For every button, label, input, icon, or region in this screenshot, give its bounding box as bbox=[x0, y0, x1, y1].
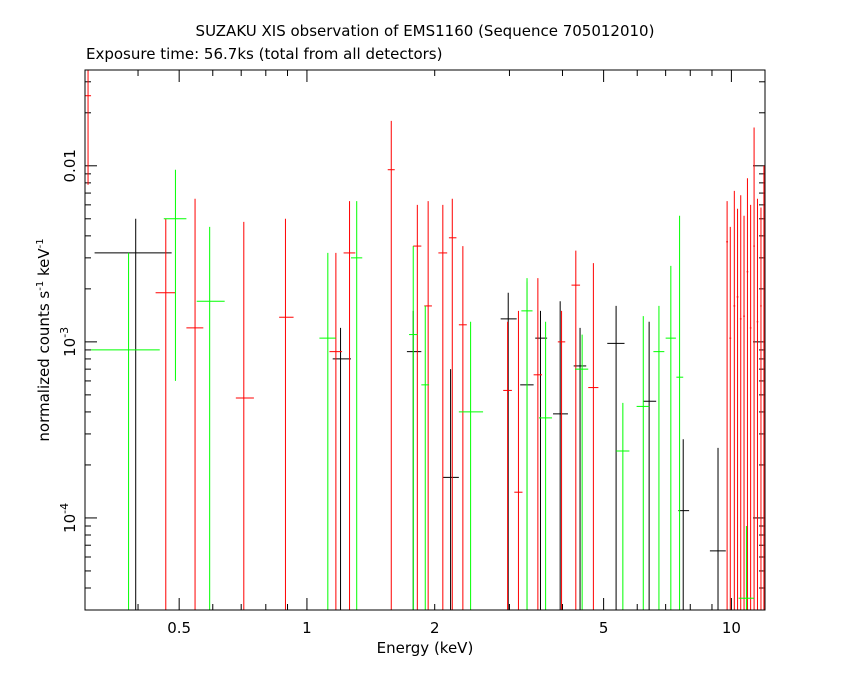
plot-frame bbox=[84, 69, 766, 611]
chart-subtitle: Exposure time: 56.7ks (total from all de… bbox=[86, 45, 443, 63]
x-tick-label: 2 bbox=[430, 619, 440, 637]
y-axis-label-part: normalized counts s bbox=[35, 290, 53, 442]
y-axis-label-exponent: -1 bbox=[35, 280, 46, 291]
y-axis-label-exponent: -1 bbox=[35, 238, 46, 249]
y-tick-label: 10-4 bbox=[58, 503, 79, 533]
axis-ticks bbox=[84, 70, 765, 611]
x-tick-label: 5 bbox=[599, 619, 609, 637]
chart-title: SUZAKU XIS observation of EMS1160 (Seque… bbox=[195, 22, 655, 40]
y-tick-label: 0.01 bbox=[61, 149, 79, 182]
y-axis-label-part: keV bbox=[35, 248, 53, 281]
y-axis-label: normalized counts s-1 keV-1 bbox=[35, 238, 53, 441]
x-tick-label: 0.5 bbox=[167, 619, 191, 637]
series-0 bbox=[94, 218, 726, 610]
y-tick-label: 10-3 bbox=[58, 327, 79, 357]
data-series bbox=[85, 70, 765, 610]
x-tick-label: 1 bbox=[302, 619, 312, 637]
x-tick-label: 10 bbox=[722, 619, 741, 637]
axis-tick-labels: 0.5 1 2 5 10 0.01 10-3 10-4 bbox=[58, 149, 741, 637]
x-axis-label: Energy (keV) bbox=[376, 639, 474, 657]
series-1 bbox=[85, 70, 765, 610]
series-2 bbox=[91, 169, 754, 610]
